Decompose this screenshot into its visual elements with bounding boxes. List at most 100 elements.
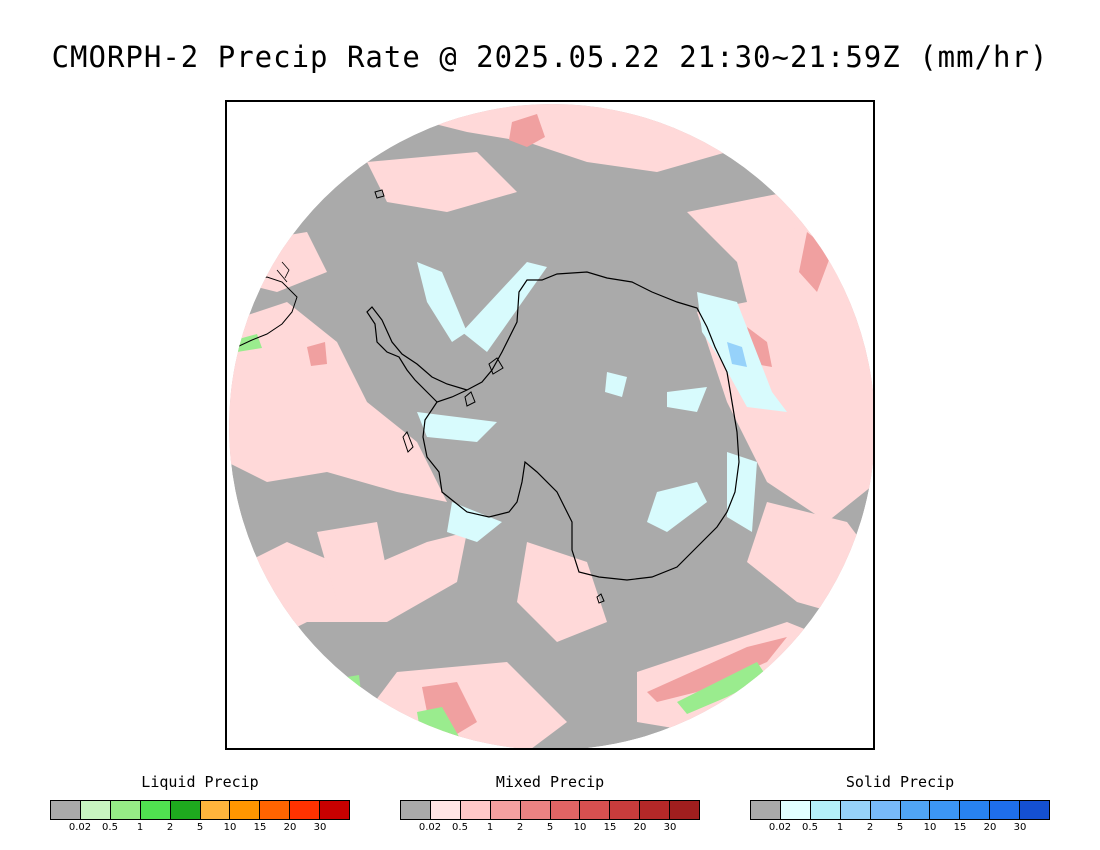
mixed-precip-area	[317, 522, 387, 602]
island-outline	[402, 431, 414, 453]
legend-tick-label: 20	[283, 822, 297, 833]
legend-liquid: Liquid Precip 0.02 0.5 1 2 5 10 15 20 30	[50, 772, 350, 834]
mixed-precip-core	[307, 342, 327, 366]
mixed-precip-area	[417, 104, 727, 172]
solid-precip-area	[417, 412, 497, 442]
mixed-precip-core	[747, 327, 772, 367]
solid-precip-area	[667, 387, 707, 412]
legend-swatch	[580, 801, 611, 819]
mixed-precip-area	[517, 542, 607, 642]
legend-tick-label: 30	[1013, 822, 1027, 833]
islands	[374, 189, 605, 604]
map-title: CMORPH-2 Precip Rate @ 2025.05.22 21:30~…	[51, 40, 1049, 74]
mixed-precip-core	[422, 682, 477, 737]
legend-tick-label: 0.02	[418, 822, 442, 833]
legend-tick-label: 0.02	[768, 822, 792, 833]
legend-mixed: Mixed Precip 0.02 0.5 1 2 5 10 15 20 30	[400, 772, 700, 834]
legend-swatch	[810, 801, 841, 819]
legend-swatch	[610, 801, 641, 819]
legend-swatch	[640, 801, 671, 819]
legend-ticks: 0.02 0.5 1 2 5 10 15 20 30	[750, 820, 1050, 834]
legend-tick-label: 2	[516, 822, 524, 833]
legend-tick-label: 15	[953, 822, 967, 833]
legend-ticks: 0.02 0.5 1 2 5 10 15 20 30	[50, 820, 350, 834]
antarctica-coastline	[422, 271, 740, 581]
legend-tick-label: 1	[136, 822, 144, 833]
legend-color-bar	[50, 800, 350, 820]
legend-swatch	[110, 801, 141, 819]
legend-tick-label: 0.5	[452, 822, 468, 833]
south-america-coastline	[276, 261, 290, 283]
mixed-precip-core	[647, 637, 787, 702]
solid-precip-areas	[417, 262, 787, 542]
solid-precip-area	[647, 482, 707, 532]
legend-swatch	[520, 801, 551, 819]
legend-swatch	[990, 801, 1021, 819]
island-outline	[596, 593, 605, 604]
legend-swatch	[780, 801, 811, 819]
legend-swatch	[900, 801, 931, 819]
legend-swatch	[320, 801, 350, 819]
legend-ticks: 0.02 0.5 1 2 5 10 15 20 30	[400, 820, 700, 834]
legend-solid: Solid Precip 0.02 0.5 1 2 5 10 15 20 30	[750, 772, 1050, 834]
solid-precip-area	[417, 262, 467, 342]
legend-tick-label: 0.5	[102, 822, 118, 833]
mixed-precip-moderate-areas	[307, 114, 832, 737]
legend-tick-label: 10	[223, 822, 237, 833]
legend-swatch	[550, 801, 581, 819]
island-outline	[374, 189, 385, 199]
solid-precip-area	[447, 502, 502, 542]
polar-map	[227, 102, 873, 748]
legend-title: Solid Precip	[845, 773, 955, 791]
legend-tick-label: 2	[166, 822, 174, 833]
island-outline	[464, 391, 476, 407]
legend-swatch	[140, 801, 171, 819]
legend-swatch	[1020, 801, 1050, 819]
legend-tick-label: 5	[896, 822, 904, 833]
mixed-precip-area	[367, 152, 517, 212]
legend-swatch	[960, 801, 991, 819]
legend-tick-label: 30	[663, 822, 677, 833]
legend-tick-label: 30	[313, 822, 327, 833]
legend-swatch	[751, 801, 781, 819]
liquid-precip-area	[677, 662, 767, 714]
mixed-precip-area	[229, 302, 447, 502]
legend-tick-label: 10	[573, 822, 587, 833]
legend-swatch	[290, 801, 321, 819]
legend-tick-label: 15	[253, 822, 267, 833]
legend-color-bar	[750, 800, 1050, 820]
legend-swatch	[670, 801, 700, 819]
legend-swatch	[460, 801, 491, 819]
legend-tick-label: 20	[983, 822, 997, 833]
legend-tick-label: 20	[633, 822, 647, 833]
solid-precip-area	[462, 262, 547, 352]
island-outline	[488, 357, 504, 375]
mixed-precip-core	[509, 114, 545, 147]
legend-tick-label: 15	[603, 822, 617, 833]
legend-swatch	[401, 801, 431, 819]
legend-swatch	[230, 801, 261, 819]
legend-swatch	[930, 801, 961, 819]
legend-tick-label: 0.5	[802, 822, 818, 833]
antarctic-peninsula-coastline	[366, 306, 468, 403]
legend-swatch	[51, 801, 81, 819]
legend-tick-label: 1	[836, 822, 844, 833]
solid-precip-area	[727, 342, 747, 367]
legend-title: Liquid Precip	[141, 773, 259, 791]
legend-tick-label: 10	[923, 822, 937, 833]
solid-precip-area	[605, 372, 627, 397]
legend-swatch	[80, 801, 111, 819]
legend-swatch	[430, 801, 461, 819]
legend-swatch	[840, 801, 871, 819]
legend-tick-label: 0.02	[68, 822, 92, 833]
map-frame	[225, 100, 875, 750]
legend-swatch	[170, 801, 201, 819]
legend-swatch	[870, 801, 901, 819]
legend-swatch	[260, 801, 291, 819]
legend-title: Mixed Precip	[495, 773, 605, 791]
legend-tick-label: 5	[546, 822, 554, 833]
legend-swatch	[200, 801, 231, 819]
legend-tick-label: 1	[486, 822, 494, 833]
legend-swatch	[490, 801, 521, 819]
legend-tick-label: 2	[866, 822, 874, 833]
